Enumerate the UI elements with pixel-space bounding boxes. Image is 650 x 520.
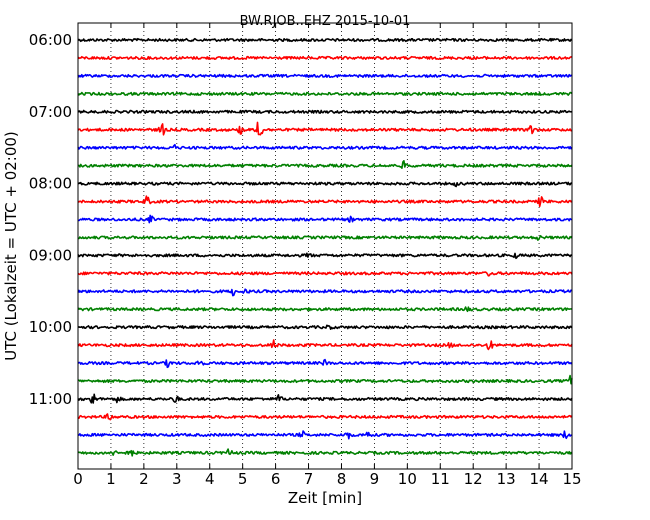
trace-line xyxy=(77,181,573,188)
trace-line xyxy=(77,413,573,421)
y-tick-label: 06:00 xyxy=(29,31,72,49)
trace-line xyxy=(77,448,573,457)
trace-line xyxy=(77,393,573,404)
trace-line xyxy=(77,73,573,78)
trace-line xyxy=(77,324,573,331)
x-tick-label: 12 xyxy=(464,470,483,488)
x-tick-label: 9 xyxy=(370,470,380,488)
y-tick-label: 08:00 xyxy=(29,175,72,193)
trace-line xyxy=(77,91,573,96)
traces xyxy=(77,37,573,457)
x-tick-label: 0 xyxy=(73,470,83,488)
trace-line xyxy=(77,121,573,136)
trace-line xyxy=(77,37,573,43)
trace-line xyxy=(77,306,573,313)
x-tick-label: 13 xyxy=(497,470,516,488)
trace-line xyxy=(77,271,573,277)
y-tick-label: 09:00 xyxy=(29,246,72,264)
trace-line xyxy=(77,339,573,351)
y-tick-label: 11:00 xyxy=(29,390,72,408)
chart-title: BW.RJOB..EHZ 2015-10-01 xyxy=(240,14,411,29)
axis-ticks: 0 1 2 3 4 5 6 7 8 9 10 11 12 13 14 1506:0007:0008:0009:… xyxy=(29,23,582,488)
x-tick-label: 11 xyxy=(431,470,450,488)
trace-line xyxy=(77,374,573,385)
trace-line xyxy=(77,358,573,369)
y-tick-label: 10:00 xyxy=(29,318,72,336)
trace-line xyxy=(77,430,573,440)
x-tick-label: 3 xyxy=(172,470,182,488)
trace-line xyxy=(77,160,573,169)
trace-line xyxy=(77,288,573,297)
plot-frame xyxy=(77,22,573,470)
x-tick-label: 15 xyxy=(562,470,581,488)
x-axis-label: Zeit [min] xyxy=(288,489,362,507)
trace-line xyxy=(77,195,573,208)
x-tick-label: 8 xyxy=(337,470,347,488)
x-tick-label: 14 xyxy=(530,470,549,488)
trace-line xyxy=(77,252,573,260)
trace-line xyxy=(77,55,572,61)
y-tick-label: 07:00 xyxy=(29,103,72,121)
x-tick-label: 4 xyxy=(205,470,215,488)
x-tick-label: 5 xyxy=(238,470,248,488)
x-tick-label: 6 xyxy=(271,470,281,488)
trace-line xyxy=(77,235,573,241)
trace-line xyxy=(77,109,573,114)
trace-line xyxy=(77,143,573,150)
x-tick-label: 10 xyxy=(398,470,417,488)
trace-line xyxy=(78,214,572,224)
x-tick-label: 7 xyxy=(304,470,314,488)
y-axis-label: UTC (Lokalzeit = UTC + 02:00) xyxy=(2,131,20,361)
x-tick-label: 2 xyxy=(139,470,149,488)
x-tick-label: 1 xyxy=(106,470,116,488)
